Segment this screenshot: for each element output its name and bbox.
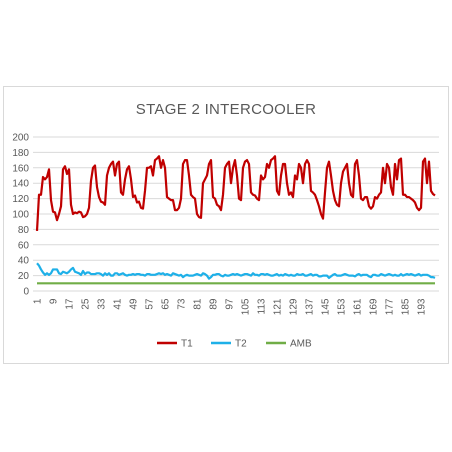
- y-tick-label: 180: [12, 148, 29, 159]
- legend-label-t1: T1: [181, 339, 193, 350]
- legend-label-t2: T2: [235, 339, 247, 350]
- y-tick-label: 0: [23, 287, 29, 298]
- x-tick-label: 65: [161, 298, 172, 310]
- x-tick-label: 129: [289, 298, 300, 315]
- x-tick-label: 97: [225, 298, 236, 310]
- x-tick-label: 33: [97, 298, 108, 310]
- x-tick-label: 193: [417, 298, 428, 315]
- y-tick-label: 60: [18, 240, 30, 251]
- y-tick-label: 40: [18, 256, 30, 267]
- x-tick-label: 1: [33, 298, 44, 304]
- x-tick-label: 25: [81, 298, 92, 310]
- x-tick-label: 121: [273, 298, 284, 315]
- x-tick-label: 153: [337, 298, 348, 315]
- x-tick-label: 185: [401, 298, 412, 315]
- x-tick-label: 73: [177, 298, 188, 310]
- y-tick-label: 160: [12, 163, 29, 174]
- x-tick-label: 137: [305, 298, 316, 315]
- y-tick-label: 100: [12, 210, 29, 221]
- x-tick-label: 113: [257, 298, 268, 314]
- x-tick-label: 57: [145, 298, 156, 310]
- series-line-t1: [35, 155, 436, 232]
- x-tick-label: 177: [385, 298, 396, 315]
- x-tick-label: 105: [241, 298, 252, 315]
- x-tick-label: 49: [129, 298, 140, 310]
- x-tick-label: 81: [193, 298, 204, 310]
- x-tick-label: 161: [353, 298, 364, 315]
- y-tick-label: 80: [18, 225, 30, 236]
- x-tick-label: 169: [369, 298, 380, 315]
- y-tick-label: 140: [12, 179, 29, 190]
- x-tick-label: 17: [65, 298, 76, 310]
- chart-area: [3, 86, 449, 364]
- x-tick-label: 145: [321, 298, 332, 315]
- series-line-t2: [36, 262, 436, 280]
- x-tick-label: 89: [209, 298, 220, 310]
- y-tick-label: 200: [12, 133, 29, 144]
- y-tick-label: 20: [18, 271, 30, 282]
- chart-title: STAGE 2 INTERCOOLER: [135, 101, 317, 118]
- x-tick-label: 9: [49, 298, 60, 304]
- y-tick-label: 120: [12, 194, 29, 205]
- legend-label-amb: AMB: [290, 339, 312, 350]
- x-tick-label: 41: [113, 298, 124, 310]
